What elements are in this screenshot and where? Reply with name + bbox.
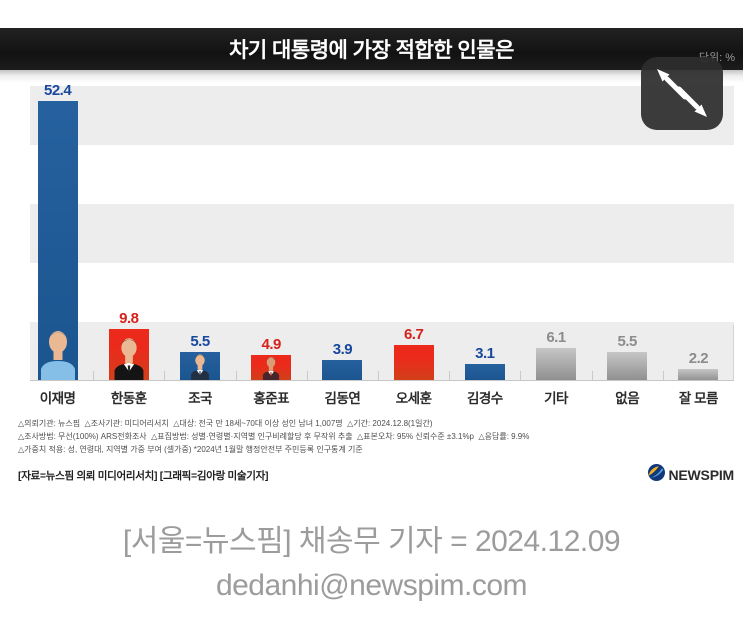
bar-name-label: 잘 모름 (678, 391, 719, 406)
axis-tick (93, 371, 95, 380)
axis-tick (662, 371, 664, 380)
chart-title: 차기 대통령에 가장 적합한 인물은 (229, 39, 514, 62)
bar (464, 364, 505, 381)
bar-name-label: 없음 (615, 391, 640, 406)
bar (678, 369, 719, 381)
bar-value-label: 9.8 (119, 310, 139, 327)
title-bar: 차기 대통령에 가장 적합한 인물은 단위: % (0, 28, 743, 70)
footnote-line: △가중치 적용: 성, 연령대, 지역별 가중 부여 (셀가중) *2024년 … (18, 445, 363, 454)
bar-name-label: 이재명 (39, 391, 76, 406)
bar-name-label: 홍준표 (253, 391, 290, 406)
bar-column: 3.9 김동연 (307, 75, 378, 406)
bar-value-label: 4.9 (261, 336, 282, 353)
bar-column: 6.1 기타 (520, 75, 591, 406)
bar-value-label: 3.1 (475, 345, 495, 362)
bar-column: 6.7 오세훈 (378, 75, 449, 406)
caption-line-2: dedanhi@newspim.com (215, 569, 528, 602)
footnote-line: △의뢰기관: 뉴스핌 △조사기관: 미디어리서치 △대상: 전국 만 18세~7… (18, 419, 433, 428)
caption-line-1: [서울=뉴스핌] 채송무 기자 = 2024.12.09 (122, 525, 621, 558)
bar (251, 355, 292, 381)
bar (37, 101, 78, 381)
arrow-up-left-icon (657, 69, 670, 82)
bar-name-label: 김경수 (466, 391, 503, 406)
axis-tick (378, 371, 379, 380)
expand-button[interactable] (641, 57, 723, 130)
x-axis-line (30, 380, 734, 381)
bar-value-label: 6.7 (403, 326, 424, 343)
axis-tick (164, 371, 166, 380)
newspim-logo: NEWSPIM (647, 464, 735, 486)
bar (393, 345, 434, 381)
bar-name-label: 김동연 (324, 391, 361, 406)
bar-value-label: 52.4 (44, 82, 72, 99)
axis-right-tick (733, 325, 734, 380)
candidate-photo (191, 354, 209, 381)
candidate-photo (114, 338, 144, 381)
bar-value-label: 5.5 (190, 333, 210, 350)
newspim-logo-text: NEWSPIM (668, 467, 735, 483)
arrow-down-right-icon (694, 104, 707, 117)
bar-name-label: 한동훈 (110, 391, 147, 406)
bar-name-label: 기타 (544, 391, 568, 406)
axis-tick (306, 371, 308, 380)
source-credit: [자료=뉴스핌 의뢰 미디어리서치] [그래픽=김아랑 미술기자] (18, 470, 269, 482)
candidate-photo (263, 357, 280, 381)
footnote-line: △조사방법: 무선(100%) ARS전화조사 △표집방법: 성별·연령별·지역… (18, 432, 530, 441)
bar-value-label: 2.2 (688, 350, 709, 367)
candidate-photo (40, 331, 75, 381)
bar-column: 5.5 조국 (164, 75, 235, 406)
bar (536, 348, 577, 381)
bar-value-label: 3.9 (332, 341, 353, 358)
bar-column: 3.1 김경수 (449, 75, 520, 406)
survey-footnotes: △의뢰기관: 뉴스핌 △조사기관: 미디어리서치 △대상: 전국 만 18세~7… (18, 417, 734, 456)
bar-name-label: 조국 (188, 391, 212, 406)
bar-column: 5.5 없음 (592, 75, 663, 406)
bar (180, 352, 220, 381)
bar (322, 360, 363, 381)
bar (108, 329, 149, 381)
bar-column: 9.8 한동훈 (93, 75, 164, 406)
bar-name-label: 오세훈 (395, 391, 432, 406)
axis-tick (449, 371, 451, 380)
bar-column: 2.2 잘 모름 (663, 75, 734, 406)
title-shadow (0, 70, 743, 83)
axis-tick (591, 371, 593, 380)
bar-column: 52.4 이재명 (22, 75, 93, 406)
bar (607, 352, 648, 381)
bar-value-label: 6.1 (546, 329, 566, 346)
bars-row: 52.4 이재명 9.8 한동훈 5.5 조국 4.9 홍준표 3.9 김동연 6.7 오세훈 3.1 김… (22, 75, 734, 406)
axis-tick (520, 371, 522, 380)
article-caption: [서울=뉴스핌] 채송무 기자 = 2024.12.09 dedanhi@new… (0, 520, 743, 608)
newspim-logo-icon (647, 464, 665, 486)
bar-value-label: 5.5 (617, 333, 638, 350)
bar-column: 4.9 홍준표 (236, 75, 307, 406)
bar-chart: 52.4 이재명 9.8 한동훈 5.5 조국 4.9 홍준표 3.9 김동연 6.7 오세훈 3.1 김… (22, 75, 734, 406)
axis-tick (235, 371, 237, 380)
